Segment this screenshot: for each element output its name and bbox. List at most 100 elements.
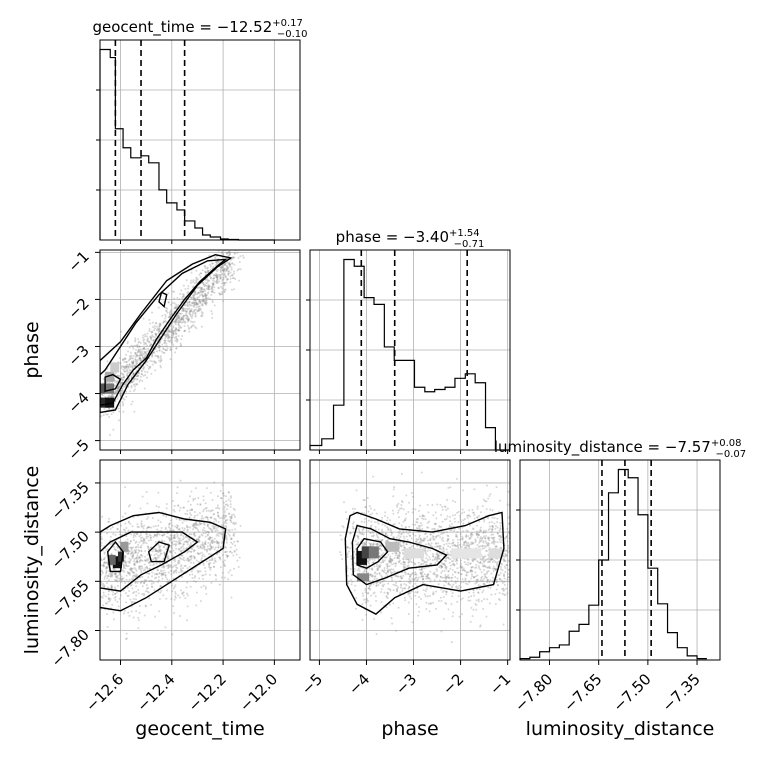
scatter-point <box>144 566 147 569</box>
scatter-point <box>187 319 190 322</box>
density-cell <box>105 397 115 408</box>
scatter-point <box>186 509 189 512</box>
scatter-point <box>222 278 225 281</box>
scatter-point <box>170 535 173 538</box>
scatter-point <box>227 578 230 581</box>
scatter-point <box>114 579 117 582</box>
scatter-point <box>169 529 172 532</box>
scatter-point <box>182 293 185 296</box>
scatter-point <box>203 270 206 273</box>
scatter-point <box>221 536 224 539</box>
scatter-point <box>481 555 484 558</box>
scatter-point <box>495 580 498 583</box>
scatter-point <box>447 556 450 559</box>
scatter-point <box>453 543 456 546</box>
scatter-point <box>152 326 155 329</box>
scatter-point <box>425 601 428 604</box>
scatter-point <box>124 556 127 559</box>
scatter-point <box>151 575 154 578</box>
scatter-point <box>225 500 228 503</box>
scatter-point <box>223 509 226 512</box>
scatter-point <box>132 554 135 557</box>
scatter-point <box>401 551 404 554</box>
scatter-point <box>165 515 168 518</box>
scatter-point <box>438 547 441 550</box>
scatter-point <box>217 286 220 289</box>
scatter-point <box>219 556 222 559</box>
scatter-point <box>400 532 403 535</box>
scatter-point <box>134 581 137 584</box>
scatter-point <box>94 558 96 560</box>
scatter-point <box>204 573 207 576</box>
scatter-point <box>218 260 221 263</box>
scatter-point <box>424 566 427 569</box>
scatter-point <box>427 511 430 514</box>
scatter-point <box>132 361 135 364</box>
scatter-point <box>218 507 221 510</box>
scatter-point <box>188 303 191 306</box>
scatter-point <box>220 533 223 536</box>
scatter-point <box>166 331 169 334</box>
scatter-point <box>177 323 180 326</box>
scatter-point <box>139 354 142 357</box>
scatter-point <box>507 568 510 571</box>
scatter-point <box>116 600 119 603</box>
scatter-point <box>219 277 222 280</box>
scatter-point <box>476 559 479 562</box>
scatter-point <box>145 565 148 568</box>
scatter-point <box>391 509 394 512</box>
scatter-point <box>117 379 120 382</box>
scatter-point <box>147 591 150 594</box>
scatter-point <box>401 500 404 503</box>
scatter-point <box>224 564 227 567</box>
scatter-point <box>202 574 205 577</box>
scatter-point <box>182 543 185 546</box>
scatter-point <box>491 525 494 528</box>
scatter-point <box>199 503 202 506</box>
scatter-point <box>211 542 214 545</box>
scatter-point <box>368 559 371 562</box>
scatter-point <box>165 321 168 324</box>
scatter-point <box>460 565 463 568</box>
scatter-point <box>124 486 127 489</box>
scatter-point <box>120 579 123 582</box>
scatter-point <box>378 547 381 550</box>
scatter-point <box>132 597 135 600</box>
scatter-point <box>464 540 467 543</box>
scatter-point <box>498 592 501 595</box>
scatter-point <box>421 571 424 574</box>
scatter-point <box>488 565 491 568</box>
scatter-point <box>204 516 207 519</box>
scatter-point <box>153 615 156 618</box>
scatter-point <box>496 564 499 567</box>
scatter-point <box>140 523 143 526</box>
scatter-point <box>223 507 226 510</box>
scatter-point <box>148 572 151 575</box>
scatter-point <box>158 546 161 549</box>
scatter-point <box>114 573 117 576</box>
scatter-point <box>138 349 141 352</box>
scatter-point <box>135 375 138 378</box>
scatter-point <box>125 562 128 565</box>
scatter-point <box>206 516 209 519</box>
scatter-point <box>170 549 173 552</box>
scatter-point <box>512 586 514 588</box>
scatter-point <box>483 520 486 523</box>
scatter-point <box>118 404 121 407</box>
scatter-point <box>216 268 219 271</box>
scatter-point <box>144 374 147 377</box>
scatter-point <box>424 518 427 521</box>
scatter-point <box>214 257 217 260</box>
scatter-point <box>109 574 112 577</box>
scatter-point <box>176 562 179 565</box>
scatter-point <box>400 583 403 586</box>
scatter-point <box>421 514 424 517</box>
scatter-point <box>165 507 168 510</box>
scatter-point <box>131 529 134 532</box>
scatter-point <box>503 555 506 558</box>
scatter-point <box>231 551 234 554</box>
scatter-point <box>131 555 134 558</box>
scatter-point <box>185 541 188 544</box>
scatter-point <box>106 577 109 580</box>
title-luminosity_distance: luminosity_distance = −7.57+0.08 −0.07 <box>494 438 746 460</box>
